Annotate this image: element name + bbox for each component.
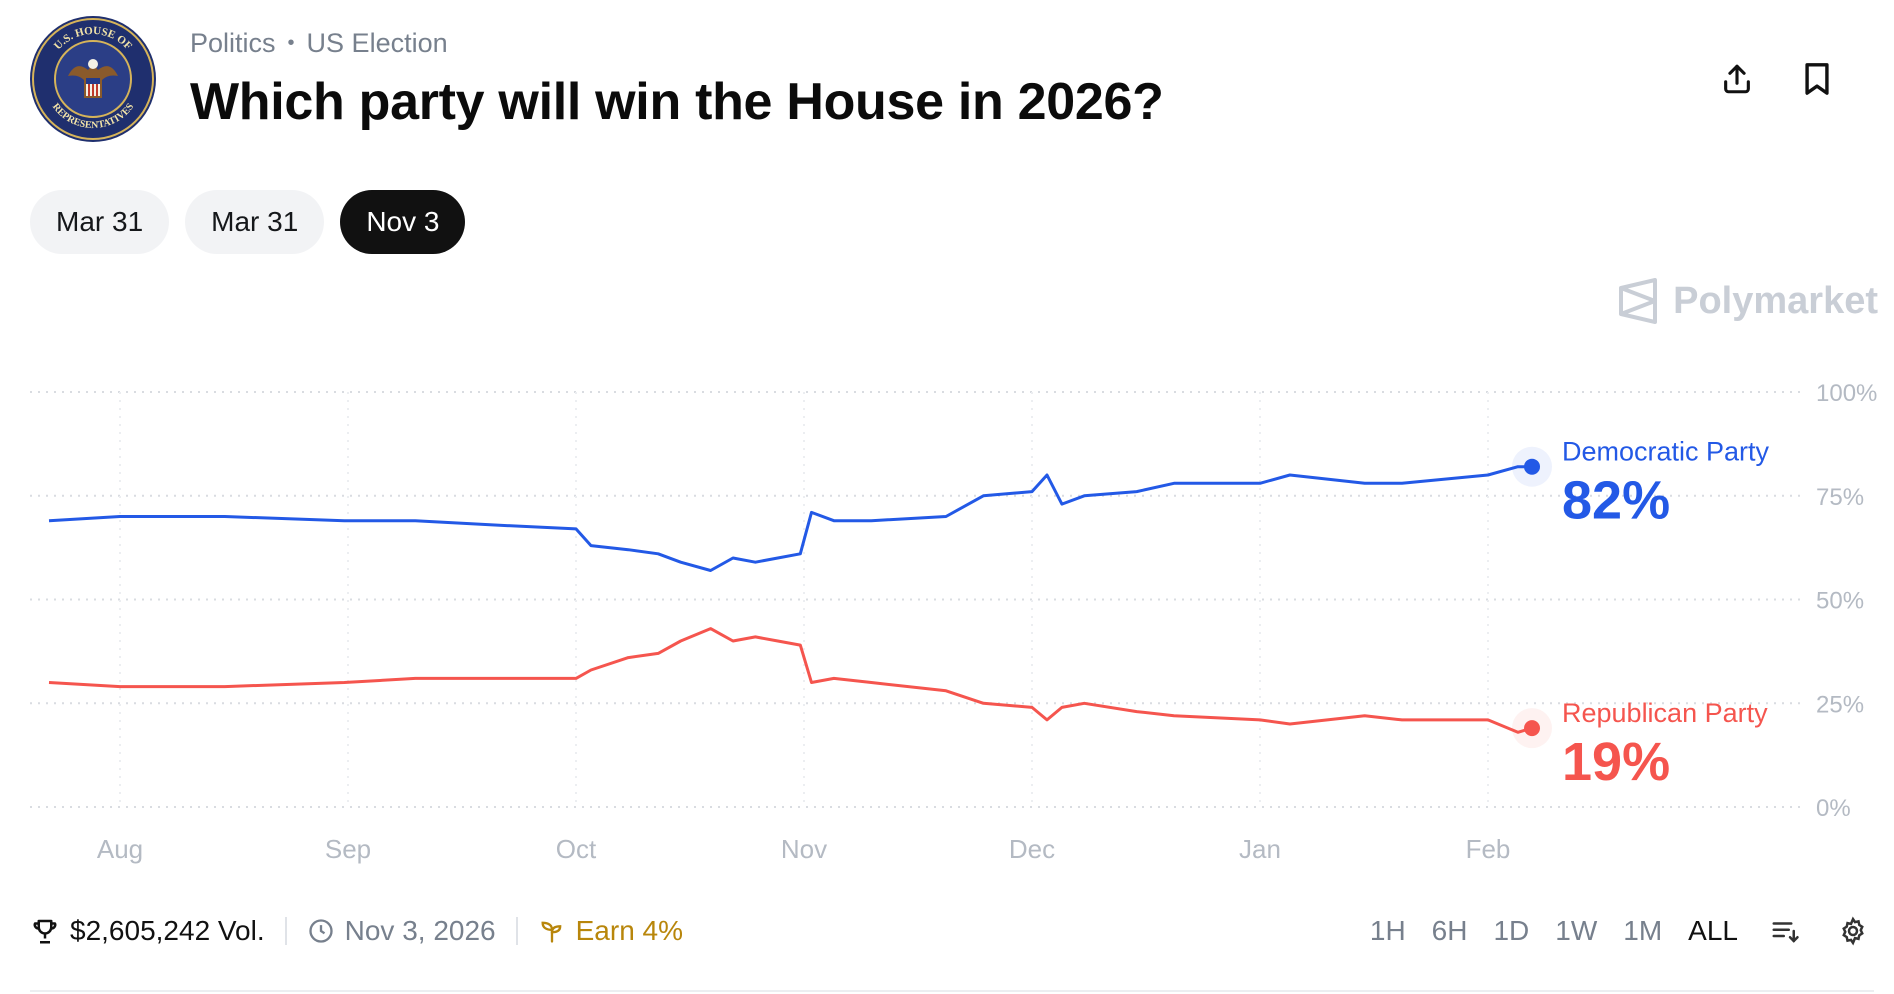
- earn-link[interactable]: Earn 4%: [538, 915, 683, 947]
- header-actions: [1716, 58, 1838, 100]
- series-end-dot-democratic: [1524, 458, 1540, 475]
- footer-divider: [515, 917, 518, 945]
- x-tick-label: Sep: [325, 834, 371, 864]
- volume-stat: $2,605,242 Vol.: [30, 915, 265, 947]
- series-value-republican: 19%: [1562, 732, 1670, 792]
- footer-rule: [30, 990, 1874, 992]
- breadcrumb: Politics • US Election: [190, 28, 448, 59]
- gear-icon: [1842, 916, 1864, 946]
- polymarket-logo-icon: [1619, 278, 1658, 324]
- share-button[interactable]: [1716, 58, 1758, 100]
- x-tick-label: Feb: [1466, 834, 1511, 864]
- house-seal-logo: U.S. HOUSE OF REPRESENTATIVES: [30, 16, 156, 142]
- y-tick-label: 0%: [1816, 795, 1851, 822]
- sprout-icon: [541, 921, 561, 943]
- series-end-dot-republican: [1524, 720, 1540, 737]
- x-tick-label: Nov: [781, 834, 827, 864]
- range-6h[interactable]: 6H: [1431, 915, 1468, 946]
- bookmark-button[interactable]: [1796, 58, 1838, 100]
- y-tick-label: 25%: [1816, 691, 1864, 718]
- range-1d[interactable]: 1D: [1493, 915, 1530, 946]
- x-tick-label: Aug: [97, 834, 143, 864]
- footer-divider: [284, 917, 287, 945]
- volume-value: $2,605,242 Vol.: [70, 915, 265, 946]
- time-range-selector: 1H 6H 1D 1W 1M ALL: [1370, 910, 1874, 952]
- date-tab-nov-3[interactable]: Nov 3: [340, 190, 466, 254]
- bookmark-icon: [1805, 63, 1829, 95]
- series-line-republican: [48, 627, 1533, 734]
- clock-icon: [308, 919, 333, 943]
- x-tick-label: Jan: [1239, 834, 1281, 864]
- market-footer: $2,605,242 Vol. Nov 3, 2026 Earn 4% 1H 6…: [30, 910, 1874, 952]
- breadcrumb-separator: •: [287, 32, 295, 54]
- polymarket-wordmark: Polymarket: [1673, 279, 1878, 322]
- series-value-democratic: 82%: [1562, 471, 1670, 531]
- breadcrumb-us-election[interactable]: US Election: [306, 28, 448, 58]
- breadcrumb-politics[interactable]: Politics: [190, 28, 276, 58]
- y-tick-label: 100%: [1816, 380, 1877, 407]
- range-1m[interactable]: 1M: [1623, 915, 1663, 946]
- x-tick-label: Oct: [556, 834, 597, 864]
- date-tab-mar-31-a[interactable]: Mar 31: [30, 190, 170, 254]
- series-name-democratic: Democratic Party: [1562, 437, 1770, 467]
- y-tick-label: 50%: [1816, 588, 1864, 615]
- x-tick-label: Dec: [1009, 834, 1055, 864]
- series-line-democratic: [48, 465, 1532, 572]
- series-name-republican: Republican Party: [1562, 698, 1768, 728]
- eagle-icon: [68, 59, 118, 98]
- earn-label: Earn 4%: [575, 915, 684, 946]
- range-all[interactable]: ALL: [1688, 915, 1738, 946]
- range-1w[interactable]: 1W: [1555, 915, 1598, 946]
- chart-filter-button[interactable]: [1764, 910, 1806, 952]
- polymarket-watermark: Polymarket: [1617, 278, 1878, 324]
- page-title: Which party will win the House in 2026?: [190, 73, 1164, 131]
- end-date-stat: Nov 3, 2026: [307, 915, 496, 947]
- share-icon: [1724, 64, 1750, 94]
- y-tick-label: 75%: [1816, 484, 1864, 511]
- end-date-value: Nov 3, 2026: [344, 915, 496, 946]
- date-tab-mar-31-b[interactable]: Mar 31: [185, 190, 325, 254]
- trophy-icon: [33, 919, 57, 944]
- chart-settings-button[interactable]: [1832, 910, 1874, 952]
- range-1h[interactable]: 1H: [1369, 915, 1406, 946]
- outcome-date-tabs: Mar 31 Mar 31 Nov 3: [30, 190, 466, 254]
- probability-chart[interactable]: 100% 75% 50% 25% 0% Aug Sep Oct Nov Dec Jan Feb Demo…: [0, 370, 1894, 870]
- filter-lines-icon: [1772, 922, 1799, 943]
